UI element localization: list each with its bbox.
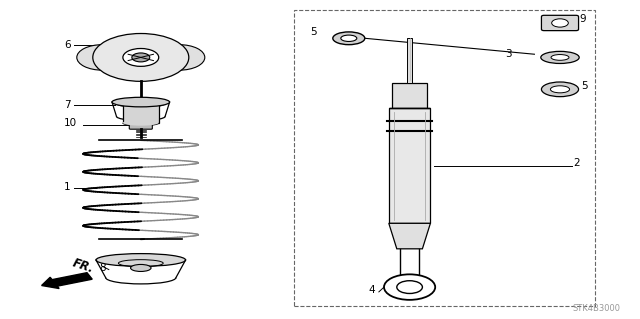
Circle shape [123, 48, 159, 66]
Ellipse shape [112, 97, 170, 107]
Circle shape [154, 45, 205, 70]
Text: 4: 4 [368, 286, 374, 295]
Text: 3: 3 [506, 49, 512, 59]
Ellipse shape [541, 51, 579, 63]
Ellipse shape [541, 82, 579, 97]
Bar [392, 83, 428, 108]
Ellipse shape [551, 55, 569, 60]
Circle shape [115, 35, 166, 61]
Text: 5: 5 [581, 81, 588, 91]
Text: 9: 9 [579, 14, 586, 24]
Circle shape [132, 53, 150, 62]
Text: 10: 10 [64, 118, 77, 128]
FancyBboxPatch shape [541, 15, 579, 31]
Bar [294, 10, 595, 306]
Text: FR.: FR. [70, 257, 95, 276]
Text: 1: 1 [64, 182, 70, 192]
FancyBboxPatch shape [129, 122, 152, 129]
Circle shape [77, 45, 128, 70]
Bar [407, 38, 412, 83]
Text: 5: 5 [310, 27, 317, 37]
Ellipse shape [341, 35, 357, 41]
Text: 6: 6 [64, 40, 70, 50]
Circle shape [115, 54, 166, 80]
Circle shape [93, 33, 189, 81]
Ellipse shape [131, 264, 151, 271]
FancyArrow shape [42, 273, 92, 288]
Ellipse shape [96, 254, 186, 266]
Text: 2: 2 [573, 158, 579, 168]
Circle shape [552, 19, 568, 27]
Bar [123, 104, 159, 123]
Bar [389, 108, 431, 223]
Text: STK4B3000: STK4B3000 [573, 304, 621, 313]
Ellipse shape [550, 86, 570, 93]
Ellipse shape [333, 32, 365, 45]
Polygon shape [389, 223, 430, 249]
Text: 8: 8 [99, 263, 106, 273]
Text: 7: 7 [64, 100, 70, 110]
Ellipse shape [117, 100, 165, 107]
Ellipse shape [123, 120, 159, 126]
